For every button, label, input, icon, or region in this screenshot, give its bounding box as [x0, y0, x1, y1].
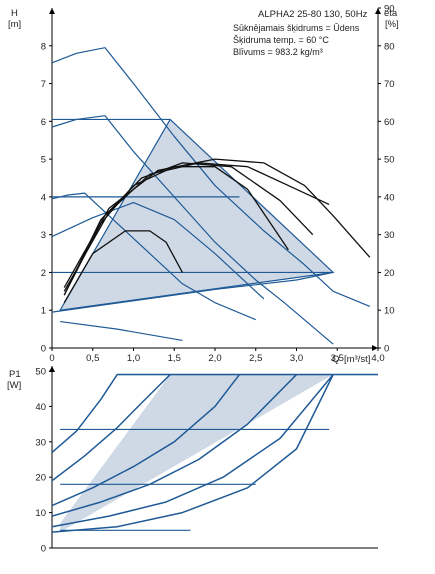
p1-tick-label: 0 — [41, 544, 46, 555]
efficiency-curve — [63, 158, 371, 288]
x-tick-label: 2,5 — [249, 353, 262, 364]
head-curve — [51, 271, 334, 313]
y-tick-label: 4 — [41, 192, 46, 203]
efficiency-curve — [63, 230, 183, 303]
x-tick-label: 1,0 — [127, 353, 140, 364]
y-tick-label: 0 — [41, 344, 46, 355]
head-curve — [51, 192, 256, 321]
x-tick-label: 2,0 — [208, 353, 221, 364]
head-curve — [51, 201, 265, 300]
y2-tick-label: 50 — [384, 155, 395, 166]
y-axis-label: H — [11, 8, 18, 19]
p1-tick-label: 20 — [35, 473, 46, 484]
y-axis-unit: [m] — [8, 19, 21, 30]
y2-tick-label: 40 — [384, 192, 395, 203]
y-axis-arrow-icon — [49, 8, 55, 14]
info-box-line: Sūknējamais šķidrums = Ūdens — [233, 23, 360, 33]
x-axis-arrow-icon — [372, 345, 378, 351]
y-tick-label: 7 — [41, 79, 46, 90]
y2-tick-label: 90 — [384, 4, 395, 15]
efficiency-curve — [63, 162, 314, 296]
y2-tick-label: 0 — [384, 344, 389, 355]
y2-tick-label: 70 — [384, 79, 395, 90]
p1-tick-label: 10 — [35, 508, 46, 519]
x-axis-label: Q — [332, 354, 339, 365]
info-box: ALPHA2 25-80 130, 50Hz Sūknējamais šķidr… — [233, 9, 368, 57]
head-curve — [60, 320, 183, 342]
p1-tick-label: 50 — [35, 367, 46, 378]
x-tick-label: 1,5 — [168, 353, 181, 364]
power-curve — [51, 374, 334, 533]
power-curve — [51, 374, 334, 528]
y2-axis-arrow-icon — [375, 8, 381, 14]
p1-tick-label: 30 — [35, 437, 46, 448]
y-tick-label: 1 — [41, 306, 46, 317]
power-curve — [51, 374, 241, 507]
y-tick-label: 3 — [41, 230, 46, 241]
x-axis-unit: [m³/st] — [344, 354, 370, 365]
y-tick-label: 5 — [41, 155, 46, 166]
x-tick-label: 3,0 — [290, 353, 303, 364]
power-curve — [51, 374, 298, 517]
p1-axis-label: P1 — [9, 369, 21, 380]
info-box-title: ALPHA2 25-80 130, 50Hz — [258, 9, 368, 20]
x-tick-label: 0 — [49, 353, 54, 364]
y2-tick-label: 20 — [384, 268, 395, 279]
y-tick-label: 8 — [41, 41, 46, 52]
y2-axis-unit: [%] — [385, 19, 399, 30]
y2-tick-label: 60 — [384, 117, 395, 128]
x-tick-label: 4,0 — [371, 353, 384, 364]
head-chart-axes: H [m] eta [%] Q [m³/st] — [8, 8, 399, 365]
head-curve — [51, 47, 371, 307]
x-tick-label: 0,5 — [86, 353, 99, 364]
p1-tick-label: 40 — [35, 402, 46, 413]
info-box-line: Šķidruma temp. = 60 °C — [233, 35, 329, 45]
y2-axis-label: eta — [384, 8, 398, 19]
x-tick-label: 3,5 — [331, 353, 344, 364]
y2-tick-label: 80 — [384, 41, 395, 52]
power-curve — [51, 374, 171, 482]
y-tick-label: 2 — [41, 268, 46, 279]
p1-axis-unit: [W] — [7, 380, 21, 391]
info-box-line: Blīvums = 983.2 kg/m³ — [233, 47, 323, 57]
power-chart-axes: P1 [W] — [7, 369, 21, 391]
y2-tick-label: 10 — [384, 306, 395, 317]
y2-tick-label: 30 — [384, 230, 395, 241]
y-tick-label: 6 — [41, 117, 46, 128]
